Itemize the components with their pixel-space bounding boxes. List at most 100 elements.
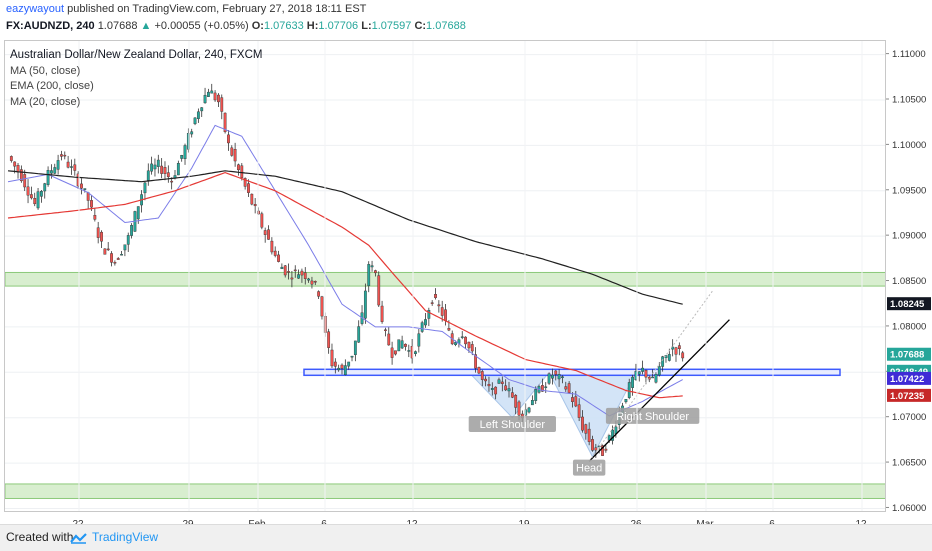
- candle[interactable]: [113, 262, 117, 264]
- candle[interactable]: [363, 290, 367, 319]
- candle[interactable]: [387, 333, 391, 346]
- candle[interactable]: [657, 366, 661, 376]
- candle[interactable]: [183, 145, 187, 160]
- candle[interactable]: [83, 188, 87, 190]
- candle[interactable]: [530, 400, 534, 406]
- candle[interactable]: [270, 240, 274, 253]
- candle[interactable]: [13, 161, 17, 167]
- trendline-dotted[interactable]: [588, 290, 714, 462]
- candle[interactable]: [300, 270, 304, 276]
- candle[interactable]: [454, 342, 457, 345]
- candle[interactable]: [494, 386, 498, 395]
- candle[interactable]: [440, 307, 444, 316]
- candle[interactable]: [40, 191, 43, 197]
- candle[interactable]: [196, 111, 200, 119]
- candle[interactable]: [637, 371, 641, 375]
- candle[interactable]: [624, 398, 628, 403]
- candle[interactable]: [190, 131, 194, 135]
- candle[interactable]: [477, 366, 481, 374]
- candle[interactable]: [487, 383, 491, 387]
- candle[interactable]: [170, 180, 174, 183]
- candle[interactable]: [160, 165, 164, 174]
- candle[interactable]: [571, 397, 574, 402]
- author-link[interactable]: eazywayout: [6, 3, 65, 15]
- candle[interactable]: [90, 200, 93, 208]
- candle[interactable]: [641, 367, 645, 372]
- candle[interactable]: [233, 149, 237, 162]
- candle[interactable]: [303, 272, 307, 279]
- candle[interactable]: [240, 165, 244, 178]
- candle[interactable]: [390, 347, 394, 358]
- candle[interactable]: [337, 367, 341, 371]
- candle[interactable]: [611, 429, 614, 441]
- candle[interactable]: [604, 448, 608, 451]
- candle[interactable]: [647, 376, 651, 380]
- candle[interactable]: [146, 170, 150, 181]
- candle[interactable]: [353, 340, 357, 355]
- candle[interactable]: [50, 170, 53, 174]
- tradingview-brand[interactable]: TradingView: [92, 530, 159, 544]
- candle[interactable]: [420, 322, 424, 332]
- candle[interactable]: [561, 376, 564, 378]
- candle[interactable]: [517, 401, 521, 416]
- candle[interactable]: [380, 305, 384, 322]
- candle[interactable]: [591, 439, 594, 451]
- candle[interactable]: [541, 385, 544, 392]
- candle[interactable]: [681, 352, 685, 359]
- candle[interactable]: [23, 174, 27, 188]
- candle[interactable]: [587, 428, 591, 442]
- candle[interactable]: [510, 392, 514, 398]
- candle[interactable]: [166, 172, 170, 178]
- candle[interactable]: [467, 341, 471, 349]
- candle[interactable]: [584, 424, 588, 434]
- candle[interactable]: [447, 328, 451, 331]
- candle[interactable]: [100, 231, 103, 242]
- candle[interactable]: [230, 147, 234, 156]
- candle[interactable]: [297, 274, 300, 279]
- candle[interactable]: [400, 340, 404, 349]
- candle[interactable]: [527, 407, 531, 413]
- legend-ma20[interactable]: MA (20, close): [10, 95, 81, 108]
- candle[interactable]: [247, 183, 250, 193]
- candle[interactable]: [430, 302, 434, 304]
- candle[interactable]: [220, 97, 224, 112]
- candle[interactable]: [63, 154, 67, 157]
- price-scale[interactable]: 1.11000 1.10500 1.10000 1.09500 1.09000 1.085…: [886, 40, 932, 512]
- candle[interactable]: [206, 91, 210, 97]
- candle[interactable]: [333, 361, 337, 367]
- candle[interactable]: [394, 350, 397, 355]
- candle[interactable]: [497, 379, 501, 384]
- candle[interactable]: [60, 154, 63, 157]
- candle[interactable]: [290, 277, 294, 280]
- candle[interactable]: [267, 229, 270, 240]
- candle[interactable]: [577, 404, 581, 418]
- candle[interactable]: [193, 117, 197, 125]
- candle[interactable]: [340, 364, 344, 369]
- candle[interactable]: [367, 264, 371, 286]
- candle[interactable]: [280, 266, 284, 270]
- pattern-label[interactable]: Head: [576, 463, 602, 475]
- candle[interactable]: [116, 258, 120, 260]
- candle[interactable]: [36, 191, 40, 209]
- candle[interactable]: [130, 225, 133, 236]
- candle[interactable]: [437, 304, 441, 307]
- candle[interactable]: [417, 333, 421, 347]
- candle[interactable]: [350, 355, 354, 358]
- candle[interactable]: [594, 447, 598, 451]
- candle[interactable]: [223, 112, 227, 133]
- candle[interactable]: [143, 182, 147, 194]
- candle[interactable]: [551, 374, 554, 379]
- candle[interactable]: [504, 385, 508, 391]
- candle[interactable]: [180, 155, 184, 159]
- candle[interactable]: [217, 94, 220, 103]
- candle[interactable]: [581, 416, 584, 431]
- candle[interactable]: [29, 194, 33, 199]
- price-chart[interactable]: Left Shoulder Head Right Shoulder: [5, 41, 886, 512]
- candle[interactable]: [631, 376, 634, 388]
- candle[interactable]: [163, 167, 167, 174]
- candle[interactable]: [357, 326, 361, 343]
- candle[interactable]: [460, 336, 464, 338]
- candle[interactable]: [80, 183, 83, 189]
- candle[interactable]: [464, 336, 467, 345]
- candle[interactable]: [53, 167, 57, 174]
